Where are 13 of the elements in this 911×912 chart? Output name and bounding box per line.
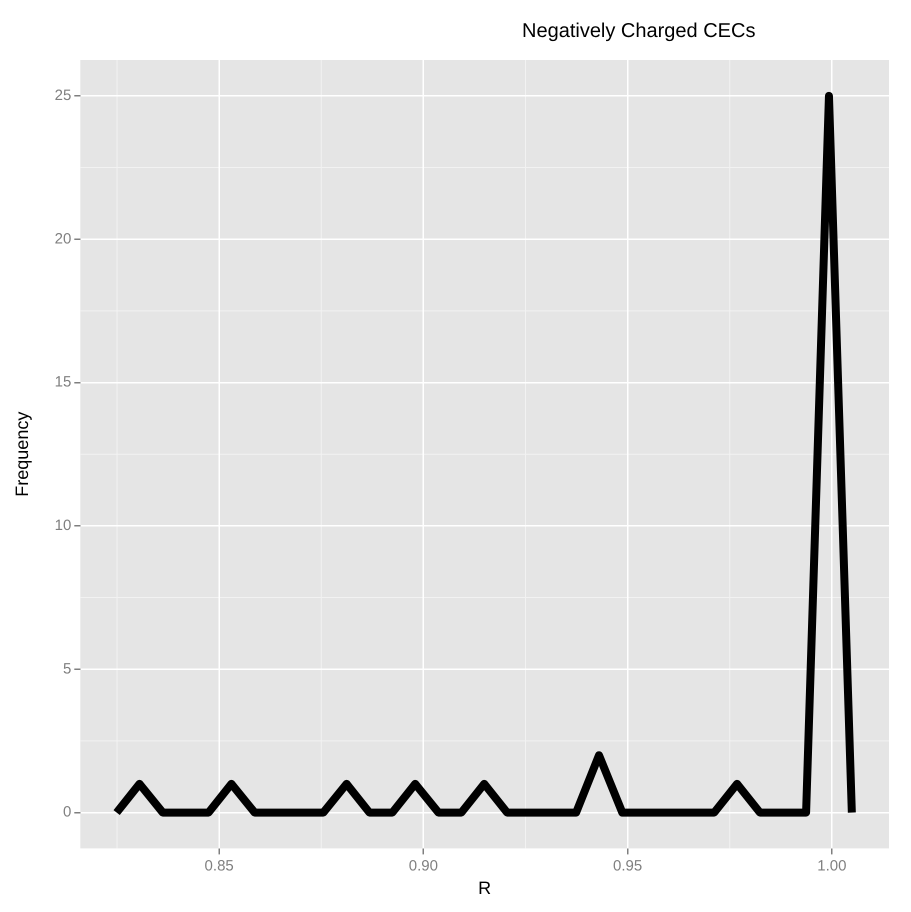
y-tick-label: 15 [54,374,72,391]
y-tick-label: 25 [54,86,72,104]
y-tick-label: 5 [62,660,72,678]
y-tick-label: 10 [54,517,72,534]
x-tick-label: 0.90 [408,858,438,875]
chart-title: Negatively Charged CECs [522,20,756,43]
x-tick-label: 1.00 [817,858,846,875]
y-tick-label: 20 [54,230,72,248]
y-axis-title: Frequency [12,412,32,497]
x-tick-label: 0.85 [204,858,234,875]
x-tick-label: 0.95 [612,858,642,875]
y-tick-label: 0 [62,804,72,821]
x-axis-title: R [478,878,492,898]
